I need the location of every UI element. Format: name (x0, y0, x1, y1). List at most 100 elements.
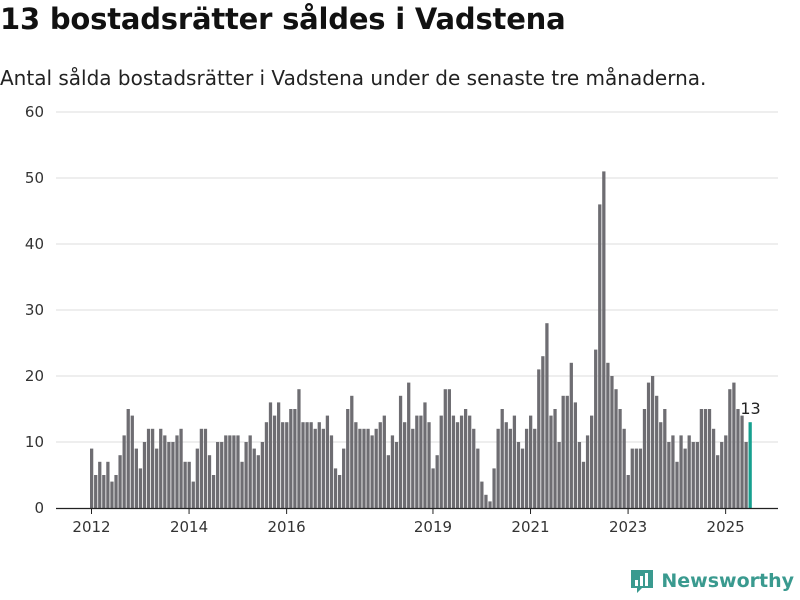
bar (585, 435, 590, 508)
bar (427, 422, 431, 508)
bar (500, 409, 504, 508)
brand-name: Newsworthy (661, 570, 794, 592)
bar (350, 395, 354, 508)
bar (618, 409, 622, 508)
bar (126, 409, 130, 508)
bar (325, 415, 330, 508)
bar (171, 442, 175, 508)
bar (553, 409, 557, 508)
bar (175, 435, 179, 508)
bar (281, 422, 285, 508)
bar (374, 428, 378, 508)
bar (468, 415, 472, 508)
x-tick-label: 2021 (511, 518, 549, 536)
bar (146, 428, 151, 508)
bar (333, 468, 338, 508)
bar (321, 428, 325, 508)
bar (744, 442, 748, 508)
bar (598, 204, 602, 508)
bar (634, 448, 638, 508)
bar (382, 415, 386, 508)
bar (459, 415, 464, 508)
bar (577, 442, 582, 508)
bar (707, 409, 712, 508)
bar (248, 435, 252, 508)
bar (163, 435, 167, 508)
bar (646, 382, 651, 508)
bar (524, 428, 529, 508)
bar (236, 435, 240, 508)
bar (488, 501, 492, 508)
bar (155, 448, 159, 508)
bar (650, 376, 655, 508)
highlight-value-label: 13 (740, 399, 760, 418)
bar (594, 349, 598, 508)
bar (211, 475, 216, 508)
bar (354, 422, 358, 508)
bar (435, 455, 439, 508)
bar (443, 389, 447, 508)
x-tick-label: 2014 (170, 518, 208, 536)
bar (655, 395, 659, 508)
bar (614, 389, 618, 508)
bar (268, 402, 273, 508)
bar (366, 428, 370, 508)
x-tick-label: 2025 (707, 518, 745, 536)
bar (94, 475, 98, 508)
bar (232, 435, 236, 508)
bar (407, 382, 411, 508)
bar (711, 428, 716, 508)
bar (419, 415, 423, 508)
bar (293, 409, 297, 508)
bar (134, 448, 138, 508)
bar (565, 395, 569, 508)
bar (520, 448, 525, 508)
bar (480, 481, 484, 508)
bar (720, 442, 724, 508)
bar (114, 475, 118, 508)
bar (606, 362, 610, 508)
bar (207, 455, 212, 508)
bar (260, 442, 264, 508)
bar (679, 435, 683, 508)
bar (736, 409, 740, 508)
bar (512, 415, 517, 508)
bar (98, 461, 102, 508)
bar (716, 455, 720, 508)
bar (537, 369, 541, 508)
bar (358, 428, 362, 508)
bar (455, 422, 460, 508)
bar (90, 448, 94, 508)
bar (118, 455, 122, 508)
bar (394, 442, 399, 508)
bar (398, 395, 403, 508)
bar (244, 442, 248, 508)
bar (370, 435, 374, 508)
bar (183, 461, 187, 508)
bar-chart-logo-icon (631, 570, 654, 593)
page-subtitle: Antal sålda bostadsrätter i Vadstena und… (0, 66, 707, 90)
bar (699, 409, 704, 508)
bar (423, 402, 427, 508)
bar (529, 415, 533, 508)
bar (472, 428, 476, 508)
bar (138, 468, 143, 508)
bar (305, 422, 309, 508)
bar (224, 435, 228, 508)
page-title: 13 bostadsrätter såldes i Vadstena (0, 2, 566, 36)
x-tick-label: 2012 (72, 518, 110, 536)
bar (403, 422, 407, 508)
bar (463, 409, 468, 508)
y-tick-label: 60 (25, 103, 44, 121)
bar (309, 422, 313, 508)
bar (557, 442, 561, 508)
bar (484, 494, 488, 508)
bar (313, 428, 317, 508)
bar (687, 435, 691, 508)
y-tick-label: 20 (25, 367, 44, 385)
bar (130, 415, 134, 508)
bar (671, 435, 675, 508)
bar (439, 415, 443, 508)
bar (276, 402, 281, 508)
